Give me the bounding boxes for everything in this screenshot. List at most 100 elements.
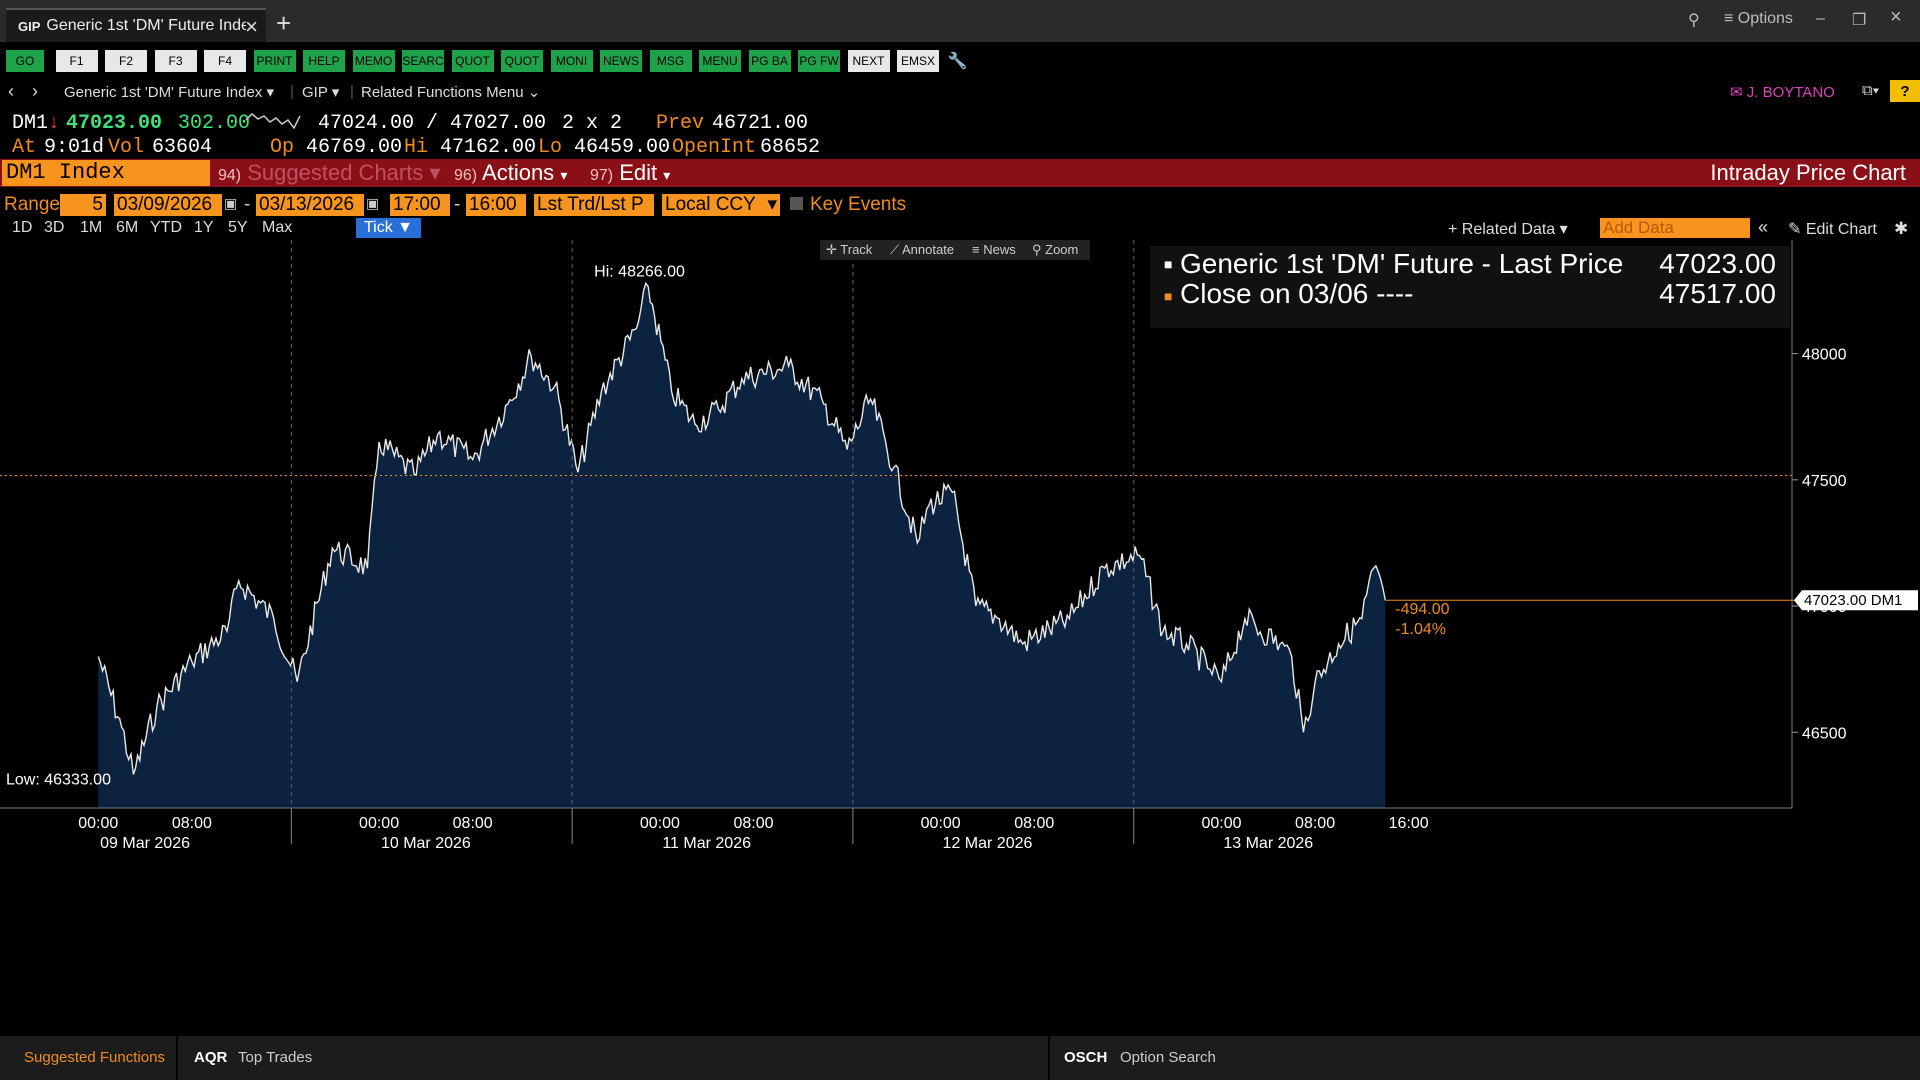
search-icon[interactable]: ⚲ [1688, 12, 1700, 29]
options-menu[interactable]: ≡ Options [1724, 10, 1793, 27]
key-events-label: Key Events [810, 194, 907, 215]
function-dropdown[interactable]: GIP ▾ [302, 84, 340, 101]
fkey-pg-ba-button[interactable]: PG BA [748, 50, 791, 72]
security-dropdown[interactable]: Generic 1st 'DM' Future Index ▾ [64, 84, 275, 101]
collapse-icon[interactable]: « [1758, 217, 1769, 237]
period-max-button[interactable]: Max [262, 219, 293, 236]
period-tick-label: Tick [364, 219, 393, 236]
fkey-emsx-button[interactable]: EMSX [897, 50, 939, 72]
close-window-icon[interactable]: × [1890, 6, 1902, 28]
track-label: Track [840, 242, 873, 257]
edit-chart-button[interactable]: ✎ Edit Chart [1788, 221, 1877, 238]
window-tab[interactable]: GIP Generic 1st 'DM' Future Index × [6, 8, 266, 42]
open-price: 46769.00 [306, 136, 403, 159]
change-percent-annotation: -1.04% [1395, 621, 1446, 638]
related-data-dropdown[interactable]: + Related Data ▾ [1448, 221, 1568, 238]
key-events-checkbox[interactable] [790, 197, 803, 210]
restore-icon[interactable]: ❐ [1852, 12, 1867, 29]
x-tick-label: 08:00 [1295, 815, 1335, 832]
user-name[interactable]: ✉ J. BOYTANO [1730, 83, 1835, 101]
fkey-next-button[interactable]: NEXT [847, 50, 890, 72]
currency-dropdown[interactable]: Local CCY ▾ [662, 194, 780, 216]
add-data-input[interactable]: Add Data [1600, 218, 1750, 238]
period-1y-button[interactable]: 1Y [194, 219, 214, 236]
fkey-quot-button[interactable]: QUOT [451, 50, 494, 72]
chart-toolbar: ✛ Track ⟋ Annotate ≡ News ⚲ Zoom [820, 240, 1090, 260]
prev-label: Prev [656, 112, 705, 135]
fkey-print-button[interactable]: PRINT [253, 50, 296, 72]
net-change: 302.00 [178, 112, 251, 135]
calendar-icon[interactable]: ▣ [224, 195, 238, 211]
low-price: 46459.00 [574, 136, 671, 159]
actions-menu[interactable]: 96) Actions ▾ [454, 160, 567, 186]
chart-legend[interactable]: ■ Generic 1st 'DM' Future - Last Price 4… [1150, 246, 1790, 328]
fkey-f2-button[interactable]: F2 [105, 50, 147, 72]
fkey-memo-button[interactable]: MEMO [352, 50, 395, 72]
gear-icon[interactable]: ✱ [1894, 219, 1909, 238]
bottom-bar: Suggested Functions AQR Top Trades OSCH … [0, 1036, 1920, 1080]
last-price-tag: 47023.00 DM1 [1794, 590, 1918, 611]
window-link-icon[interactable]: ⧉▾ [1862, 82, 1880, 99]
range-days-field[interactable]: 5 [60, 194, 106, 216]
osch-function-code[interactable]: OSCH [1064, 1049, 1108, 1066]
news-tool[interactable]: ≡ News [972, 242, 1016, 257]
fkey-msg-button[interactable]: MSG [649, 50, 692, 72]
related-functions-menu[interactable]: Related Functions Menu ⌄ [361, 84, 541, 101]
suggested-charts-menu[interactable]: 94) Suggested Charts ▾ [218, 160, 441, 185]
period-tick-button[interactable]: Tick ▼ [356, 218, 422, 238]
edit-chart-label: Edit Chart [1805, 221, 1877, 238]
back-icon[interactable]: ‹ [8, 81, 14, 101]
fkey-f1-button[interactable]: F1 [55, 50, 98, 72]
period-ytd-button[interactable]: YTD [150, 219, 182, 236]
time-dash: - [454, 194, 461, 215]
security-field[interactable]: DM1 Index [2, 160, 210, 186]
track-tool[interactable]: ✛ Track [826, 242, 873, 257]
osch-function-name[interactable]: Option Search [1120, 1049, 1216, 1066]
y-tick-label: 47500 [1802, 473, 1847, 490]
x-tick-label: 08:00 [453, 815, 493, 832]
last-price-tag-text: 47023.00 DM1 [1804, 592, 1902, 609]
volume: 63604 [152, 136, 213, 159]
fkey-moni-button[interactable]: MONI [550, 50, 593, 72]
period-5y-button[interactable]: 5Y [228, 219, 248, 236]
x-tick-label: 08:00 [172, 815, 212, 832]
aqr-function-name[interactable]: Top Trades [238, 1049, 313, 1066]
start-date-field[interactable]: 03/09/2026 [114, 194, 222, 216]
time-from-field[interactable]: 17:00 [390, 194, 450, 216]
minimize-icon[interactable]: – [1816, 10, 1825, 27]
close-tab-icon[interactable]: × [245, 14, 258, 39]
wrench-icon[interactable]: 🔧 [947, 53, 968, 70]
period-3d-button[interactable]: 3D [44, 219, 65, 236]
forward-icon[interactable]: › [32, 81, 38, 101]
annotate-tool[interactable]: ⟋ Annotate [890, 242, 955, 257]
fkey-searc-button[interactable]: SEARC [402, 50, 444, 72]
time-to-field[interactable]: 16:00 [466, 194, 526, 216]
open-label: Op [270, 136, 295, 159]
fkey-go-button[interactable]: GO [6, 50, 44, 72]
price-type-dropdown[interactable]: Lst Trd/Lst P [534, 194, 654, 216]
zoom-tool[interactable]: ⚲ Zoom [1032, 242, 1079, 257]
fkey-f4-button[interactable]: F4 [204, 50, 246, 72]
calendar-icon[interactable]: ▣ [366, 195, 380, 211]
edit-menu[interactable]: 97) Edit ▾ [590, 160, 670, 186]
new-tab-icon[interactable]: + [276, 8, 292, 38]
fkey-f3-button[interactable]: F3 [154, 50, 197, 72]
sparkline-icon [245, 112, 301, 130]
end-date-field[interactable]: 03/13/2026 [256, 194, 364, 216]
fkey-quot-button[interactable]: QUOT [501, 50, 543, 72]
legend-square-white: ■ [1164, 256, 1173, 272]
period-6m-button[interactable]: 6M [116, 219, 139, 236]
divider [1048, 1036, 1050, 1080]
fkey-menu-button[interactable]: MENU [699, 50, 741, 72]
fkey-help-button[interactable]: HELP [303, 50, 345, 72]
help-button[interactable]: ? [1890, 80, 1920, 102]
period-1m-button[interactable]: 1M [80, 219, 103, 236]
annotate-label: Annotate [902, 242, 955, 257]
fkey-pg-fw-button[interactable]: PG FW [798, 50, 840, 72]
function-dropdown-label: GIP [302, 84, 328, 101]
chart-area[interactable]: 00:00 08:00 09 Mar 2026 00:00 08:00 10 Mar 20… [0, 240, 1920, 1040]
aqr-function-code[interactable]: AQR [194, 1049, 228, 1066]
price-chart[interactable]: 00:00 08:00 09 Mar 2026 00:00 08:00 10 Mar 20… [0, 240, 1920, 1040]
fkey-news-button[interactable]: NEWS [600, 50, 642, 72]
period-1d-button[interactable]: 1D [12, 219, 33, 236]
